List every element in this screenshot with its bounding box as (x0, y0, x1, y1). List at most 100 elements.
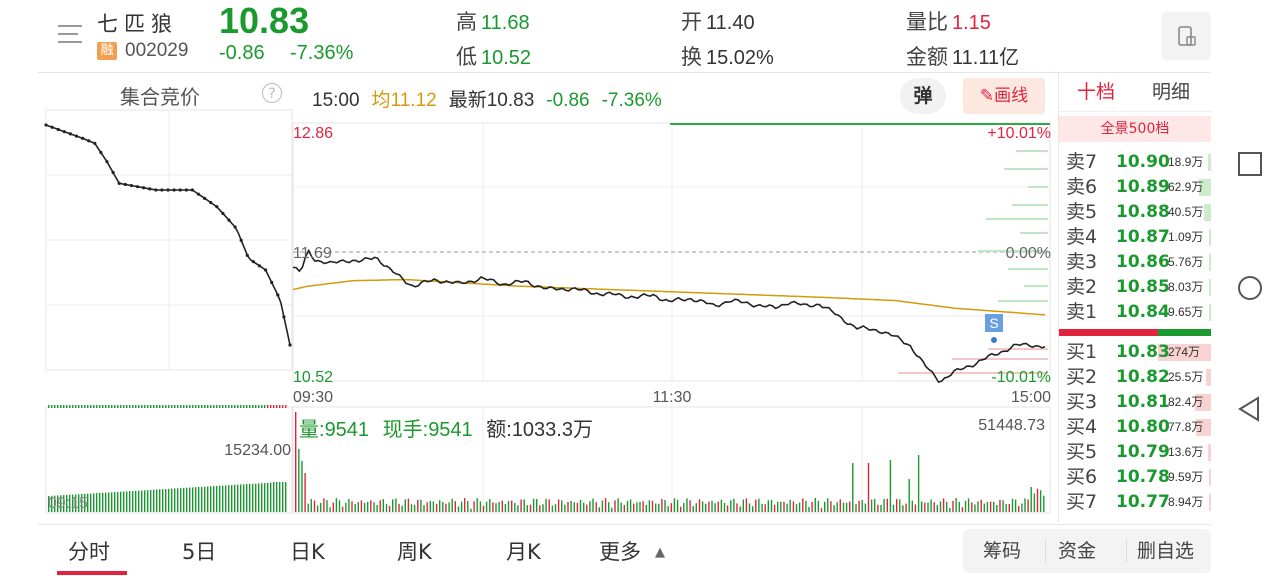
auction-dot (135, 185, 140, 189)
home-icon[interactable] (1237, 275, 1263, 301)
auction-volume-bar (204, 486, 206, 512)
auction-volume-bar (180, 488, 182, 512)
auction-dot (105, 160, 109, 164)
tab-daily-k[interactable]: 日K (290, 540, 325, 564)
tab-monthly-k[interactable]: 月K (506, 540, 541, 564)
auction-volume-bar (171, 488, 173, 512)
volume-bar (573, 502, 575, 512)
auction-volume-bar (225, 485, 227, 512)
auction-dot (203, 196, 207, 200)
tab-weekly-k[interactable]: 周K (397, 540, 432, 564)
sell-level-3[interactable]: 卖3 10.86 5.76万 (1066, 250, 1211, 275)
tab-ten-levels[interactable]: 十档 (1077, 81, 1116, 103)
menu-icon[interactable] (56, 20, 84, 48)
chip-button[interactable]: 筹码 (983, 540, 1022, 562)
volume-bar (529, 504, 532, 512)
level-label: 卖2 (1066, 276, 1098, 298)
auction-dot (154, 188, 158, 192)
funds-button[interactable]: 资金 (1058, 540, 1097, 562)
buy-level-7[interactable]: 买7 10.77 8.94万 (1066, 490, 1211, 515)
auction-volume-bar (63, 495, 65, 512)
auction-dot (221, 211, 225, 216)
volume-bar (717, 501, 719, 512)
auction-tick (183, 405, 185, 408)
sell-level-7[interactable]: 卖7 10.90 18.9万 (1066, 150, 1211, 175)
auction-tick (78, 405, 80, 408)
high-value: 11.68 (481, 12, 530, 34)
stock-name: 七匹狼 (97, 12, 178, 36)
volume-bar (576, 502, 579, 512)
landscape-toggle-button[interactable] (1161, 12, 1211, 60)
volume-bar (410, 504, 413, 512)
level-price: 10.80 (1116, 417, 1170, 437)
volume-bar (855, 504, 857, 512)
remove-watchlist-button[interactable]: 删自选 (1137, 540, 1195, 562)
auction-volume-bar (189, 487, 191, 512)
tab-detail[interactable]: 明细 (1152, 81, 1191, 103)
volume-bar (626, 500, 629, 512)
pencil-icon: ✎ (979, 86, 995, 106)
buy-level-4[interactable]: 买4 10.80 77.8万 (1066, 415, 1211, 440)
auction-tick (210, 405, 212, 408)
auction-tick (51, 405, 53, 408)
amount-label: 金额 (906, 45, 948, 69)
sell-marker[interactable] (985, 314, 1003, 332)
auction-dot (74, 134, 79, 138)
avg-label: 均 (371, 90, 391, 111)
tab-more[interactable]: 更多 ▲ (599, 536, 665, 566)
volume-bar (795, 504, 798, 512)
sell-level-6[interactable]: 卖6 10.89 62.9万 (1066, 175, 1211, 200)
volume-bar (867, 463, 870, 512)
buy-level-6[interactable]: 买6 10.78 9.59万 (1066, 465, 1211, 490)
tab-5day[interactable]: 5日 (182, 540, 217, 564)
volume-bar (551, 505, 554, 512)
auction-volume-bar (186, 487, 188, 512)
auction-volume-bar (144, 490, 146, 512)
sell-level-2[interactable]: 卖2 10.85 8.03万 (1066, 275, 1211, 300)
auction-dot (160, 188, 164, 192)
buy-level-5[interactable]: 买5 10.79 13.6万 (1066, 440, 1211, 465)
buy-level-1[interactable]: 买1 10.83 274万 (1066, 340, 1211, 365)
auction-dot (62, 130, 66, 134)
tab-intraday[interactable]: 分时 (68, 540, 110, 564)
volume-bar (780, 501, 782, 512)
latest-label: 最新 (448, 90, 487, 111)
volume-bar (379, 500, 381, 512)
turnover-stat: 换 15.02% (681, 41, 774, 71)
back-icon[interactable] (1237, 396, 1263, 422)
level-volume: 9.59万 (1168, 470, 1204, 484)
volume-bar (470, 508, 472, 512)
volume-bar (604, 498, 607, 512)
volume-bar (701, 501, 704, 512)
sell-level-4[interactable]: 卖4 10.87 1.09万 (1066, 225, 1211, 250)
sell-level-5[interactable]: 卖5 10.88 40.5万 (1066, 200, 1211, 225)
volume-bar (473, 501, 475, 512)
volume-bar (363, 502, 366, 512)
buy-level-2[interactable]: 买2 10.82 25.5万 (1066, 365, 1211, 390)
volume-bar (645, 505, 647, 512)
volume-bar (367, 501, 369, 512)
volume-bar (670, 503, 672, 512)
help-icon[interactable]: ? (262, 83, 282, 103)
full-depth-button[interactable]: 全景500档 (1059, 116, 1211, 142)
auction-tick (264, 405, 266, 408)
auction-tick (177, 405, 179, 408)
popup-button[interactable]: 弹 (900, 78, 946, 114)
auction-volume-bar (174, 488, 176, 512)
auction-tick (141, 405, 143, 408)
turnover-value: 15.02% (706, 47, 774, 69)
open-value: 11.40 (706, 12, 755, 34)
volume-bar (705, 503, 707, 512)
depth-level-bar (1004, 168, 1048, 170)
vol-label: 量: (299, 419, 325, 441)
volume-bar (545, 498, 547, 512)
auction-volume-bar (162, 489, 164, 512)
intraday-chart[interactable]: S 12.86 11.69 10.52 +10.01% 0.00% -10.01… (0, 0, 1060, 525)
auction-volume-bar (270, 482, 272, 512)
volume-bar (917, 455, 920, 512)
recent-apps-icon[interactable] (1238, 152, 1264, 178)
sell-level-1[interactable]: 卖1 10.84 9.65万 (1066, 300, 1211, 325)
draw-line-button[interactable]: ✎画线 (963, 78, 1045, 114)
buy-level-3[interactable]: 买3 10.81 82.4万 (1066, 390, 1211, 415)
auction-dot (93, 141, 97, 145)
